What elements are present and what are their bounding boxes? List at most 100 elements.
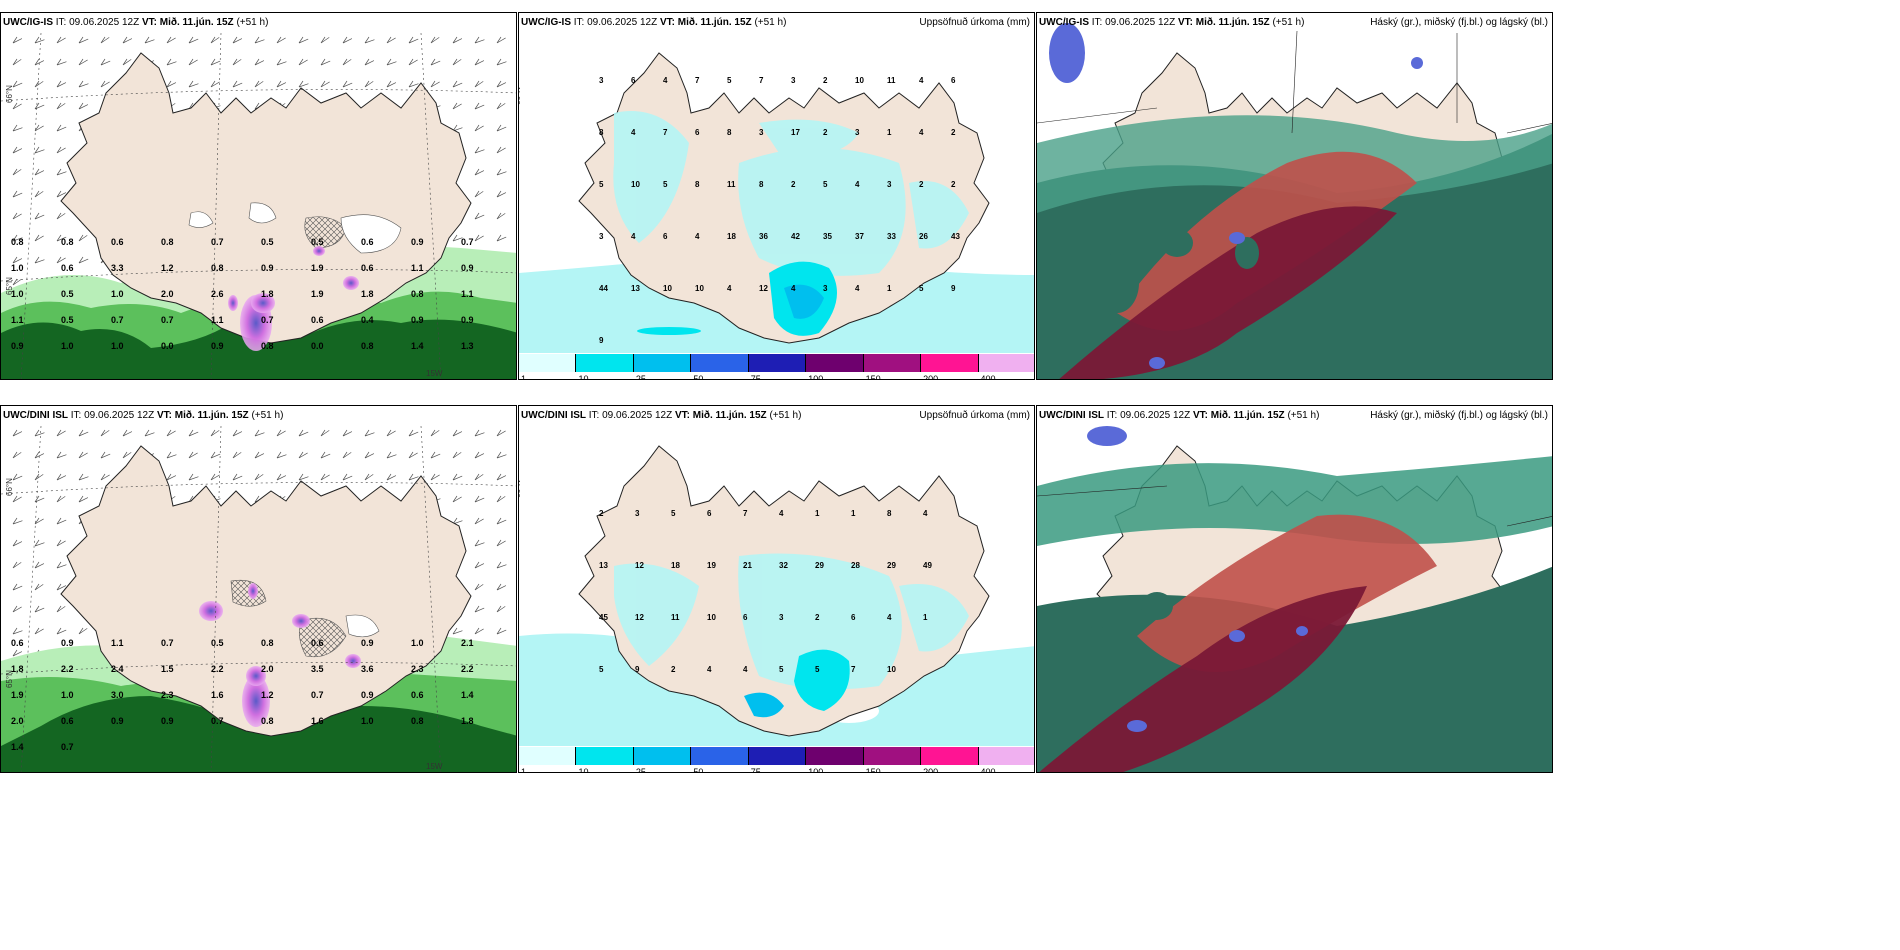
panel-title: UWC/DINI ISL IT: 09.06.2025 12Z VT: Mið.… [1039, 410, 1320, 421]
precip-value-label: 0.6 [61, 263, 74, 273]
precip-point-label: 12 [635, 561, 644, 570]
wind-barb [254, 58, 265, 66]
precip-point-label: 3 [635, 509, 640, 518]
precip-value-label: 0.6 [311, 638, 324, 648]
colorbar-tick-label: 100 [808, 374, 824, 380]
precip-value-label: 0.7 [161, 315, 174, 325]
wind-barb [496, 517, 507, 525]
precip-point-label: 6 [663, 232, 668, 241]
wind-barb [496, 80, 507, 88]
wind-barb [78, 451, 88, 459]
precip-point-label: 8 [727, 128, 732, 137]
precip-point-label: 10 [887, 665, 896, 674]
precip-point-label: 3 [823, 284, 828, 293]
wind-barb [298, 451, 308, 459]
wind-barb [78, 495, 89, 503]
wind-barb [56, 58, 67, 66]
wind-barb [188, 36, 199, 44]
precip-value-label: 3.3 [111, 263, 124, 273]
precip-value-label: 2.3 [411, 664, 424, 674]
precip-value-label: 0.7 [61, 742, 74, 752]
wind-barb [78, 36, 89, 44]
colorbar-swatch [921, 354, 979, 372]
panel-bottom-left-wind-precip: UWC/DINI ISL IT: 09.06.2025 12Z VT: Mið.… [0, 405, 517, 773]
precip-value-label: 2.2 [461, 664, 474, 674]
wind-barb [430, 80, 440, 88]
wind-barb [34, 583, 44, 591]
precip-colorbar: 1 10 25 50 75 100 150 200 400 [519, 747, 1034, 773]
precip-point-label: 4 [919, 76, 924, 85]
wind-barb [12, 146, 23, 154]
colorbar-swatch [978, 747, 1034, 765]
wind-barb [298, 36, 309, 44]
wind-barb [452, 102, 462, 110]
wind-barb [342, 429, 353, 437]
precip-value-label: 2.4 [111, 664, 124, 674]
colorbar-tick-label: 100 [808, 767, 824, 773]
precip-point-label: 11 [671, 613, 680, 622]
wind-barb [496, 36, 506, 44]
colorbar-swatch [576, 747, 634, 765]
precip-value-label: 1.1 [211, 315, 224, 325]
wind-barb [474, 605, 485, 613]
precip-point-label: 5 [671, 509, 676, 518]
wind-barb [276, 429, 286, 437]
wind-barb [78, 256, 89, 264]
wind-barb [276, 451, 287, 459]
wind-barb [474, 561, 485, 569]
precip-value-label: 1.4 [11, 742, 24, 752]
wind-barb [408, 80, 419, 88]
precip-point-label: 4 [887, 613, 892, 622]
wind-barb [364, 58, 375, 66]
precip-point-label: 4 [707, 665, 712, 674]
wind-barb [474, 451, 485, 459]
wind-barb [166, 451, 177, 459]
wind-barb [320, 429, 330, 437]
precip-value-label: 2.0 [11, 716, 24, 726]
panel-title: UWC/DINI ISL IT: 09.06.2025 12Z VT: Mið.… [521, 410, 802, 421]
colorbar-swatch [921, 747, 979, 765]
precip-value-label: 1.9 [311, 289, 324, 299]
precip-value-label: 0.0 [311, 341, 324, 351]
wind-barb [474, 495, 485, 503]
precip-point-label: 8 [759, 180, 764, 189]
precip-value-label: 1.8 [461, 716, 474, 726]
precip-value-label: 1.8 [361, 289, 374, 299]
precip-point-label: 7 [851, 665, 856, 674]
accum-precip-map: 3 6 4 7 5 7 3 2 10 11 4 68 4 7 6 8 3 17 2 3 1 4 25 10 5 8 11 8 2 5 4 3 2… [519, 52, 1034, 353]
wind-barb [496, 583, 507, 591]
heavy-precip-blobs [228, 246, 359, 351]
precip-point-label: 4 [855, 284, 860, 293]
wind-precip-map: 0.6 0.9 1.1 0.7 0.5 0.8 0.6 0.9 1.0 2.1 1.8 2.2 2.4 1… [1, 425, 516, 772]
grid-lines [1037, 485, 1552, 527]
wind-barb [364, 473, 374, 481]
precip-point-label: 6 [695, 128, 700, 137]
precip-point-label: 26 [919, 232, 928, 241]
precip-point-label: 2 [791, 180, 796, 189]
colorbar-swatch [519, 354, 577, 372]
sea-streak [637, 327, 701, 335]
precip-value-label: 1.0 [11, 263, 24, 273]
precip-point-label: 10 [695, 284, 704, 293]
wind-barb [100, 58, 111, 66]
wind-barb [408, 473, 419, 481]
precip-value-label: 0.9 [111, 716, 124, 726]
wind-barb [320, 58, 331, 66]
lat-label-66n: 66°N [5, 478, 14, 496]
wind-barb [496, 190, 507, 198]
wind-barb [452, 58, 462, 66]
precip-value-label: 0.9 [461, 315, 474, 325]
wind-barb [12, 495, 22, 503]
precip-value-label: 2.1 [461, 638, 474, 648]
precip-point-label: 10 [707, 613, 716, 622]
precip-point-label: 1 [887, 128, 892, 137]
wind-barb [452, 80, 463, 88]
wind-barb [474, 168, 485, 176]
precip-point-label: 2 [823, 76, 828, 85]
blue-spots [1087, 426, 1308, 732]
precip-point-label: 44 [599, 284, 608, 293]
wind-barb [34, 429, 45, 437]
lat-label-66n: 66°N [518, 87, 522, 105]
wind-barb [78, 58, 88, 66]
precip-value-label: 2.3 [161, 690, 174, 700]
